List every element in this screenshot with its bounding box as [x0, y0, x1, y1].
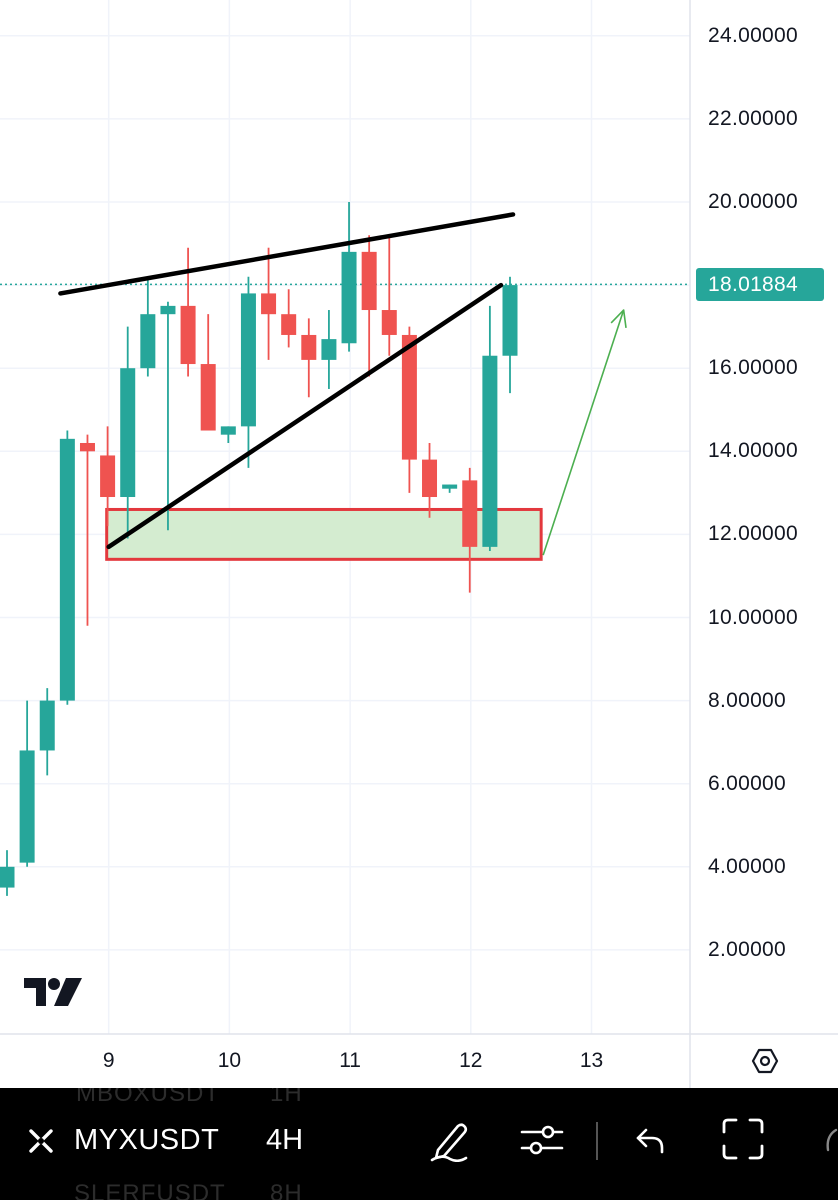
candle-body	[482, 355, 498, 547]
price-axis-label: 14.00000	[708, 439, 798, 463]
ghost-timeframe-bottom: 8H	[270, 1180, 303, 1200]
price-axis-label: 6.00000	[708, 771, 787, 795]
candle-body	[281, 314, 297, 335]
overflow-icon[interactable]	[822, 1128, 838, 1157]
price-axis-label: 16.00000	[708, 356, 798, 380]
tradingview-logo	[24, 976, 82, 1013]
candle-body	[39, 700, 55, 751]
last-price-label: 18.01884	[696, 267, 824, 301]
candle-body	[200, 364, 216, 431]
price-axis-label: 12.00000	[708, 522, 798, 546]
fullscreen-icon[interactable]	[722, 1118, 764, 1165]
upper-trendline	[58, 212, 516, 296]
price-axis-label: 22.00000	[708, 106, 798, 130]
candle-body	[0, 866, 15, 888]
candle-body	[502, 285, 518, 356]
candle-body	[240, 293, 256, 427]
candle-body	[301, 334, 317, 360]
chart-settings-button[interactable]	[750, 1046, 780, 1076]
date-axis-label: 9	[102, 1049, 115, 1072]
price-axis-label: 4.00000	[708, 854, 787, 878]
candle-body	[422, 459, 438, 498]
candle-body	[361, 251, 377, 311]
ghost-symbol-bottom: SLERFUSDT	[74, 1180, 226, 1200]
price-axis-label: 2.00000	[708, 937, 787, 961]
date-axis-label: 12	[459, 1049, 483, 1072]
toolbar-separator	[596, 1122, 598, 1160]
candle-body	[220, 426, 236, 435]
logo-icon	[28, 1128, 54, 1159]
undo-icon[interactable]	[634, 1124, 668, 1161]
price-axis-label: 10.00000	[708, 605, 798, 629]
price-axis-label: 20.00000	[708, 190, 798, 213]
date-axis-label: 11	[339, 1049, 361, 1072]
projection-arrow	[542, 309, 625, 556]
candle-body	[100, 455, 116, 498]
date-axis-label: 13	[579, 1049, 604, 1072]
candle-body	[79, 442, 95, 452]
candle-body	[59, 438, 75, 701]
price-chart[interactable]	[0, 0, 838, 1088]
candle-body	[180, 305, 196, 365]
price-axis-label: 8.00000	[708, 688, 787, 712]
ghost-symbol-top: MBOXUSDT	[76, 1088, 221, 1107]
candle-body	[462, 480, 478, 547]
candle-body	[160, 305, 176, 315]
candle-body	[120, 368, 136, 498]
candle-body	[140, 314, 156, 369]
candle-body	[381, 310, 397, 335]
lower-trendline	[106, 282, 504, 550]
pencil-icon[interactable]	[428, 1118, 470, 1167]
price-axis-label: 24.00000	[708, 23, 798, 47]
chart-area[interactable]: 24.00000 22.00000 20.00000 16.00000 14.00000…	[0, 0, 838, 1088]
timeframe-selector[interactable]: 4H	[266, 1124, 304, 1156]
date-axis-label: 10	[217, 1049, 242, 1072]
settings-hexagon-icon	[751, 1048, 779, 1074]
bottom-toolbar: MBOXUSDT 1H SLERFUSDT 8H MYXUSDT 4H	[0, 1088, 838, 1200]
adjust-icon[interactable]	[520, 1120, 564, 1165]
projection-arrow-head	[610, 309, 627, 328]
symbol-selector[interactable]: MYXUSDT	[74, 1124, 220, 1156]
ghost-timeframe-top: 1H	[270, 1088, 303, 1107]
candle-body	[261, 293, 277, 315]
candle-body	[19, 750, 35, 863]
candle-body	[442, 484, 458, 489]
candle-body	[321, 339, 337, 360]
candle-body	[401, 334, 417, 460]
candles	[0, 202, 518, 896]
candle-body	[341, 251, 357, 344]
